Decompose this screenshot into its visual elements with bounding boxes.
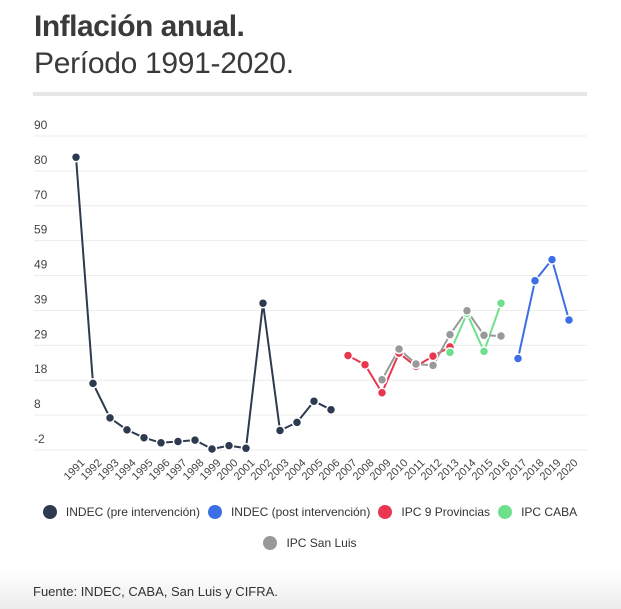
- data-point-ipc-san-luis-2009[interactable]: [376, 374, 388, 385]
- chart-legend: INDEC (pre intervención) INDEC (post inte…: [30, 500, 590, 562]
- data-point-ipc-9-provincias-2008[interactable]: [359, 359, 371, 370]
- data-point-ipc-caba-2016[interactable]: [495, 297, 507, 309]
- data-point-ipc-san-luis-2013[interactable]: [444, 329, 456, 340]
- legend-label: IPC San Luis: [286, 536, 357, 550]
- data-point-indec-pre-intervenci-n-2000[interactable]: [223, 440, 235, 451]
- legend-swatch-icon: [263, 536, 278, 550]
- data-point-indec-pre-intervenci-n-2005[interactable]: [308, 395, 320, 407]
- y-tick-label: 80: [34, 153, 48, 167]
- data-point-ipc-caba-2015[interactable]: [478, 346, 490, 357]
- data-point-indec-pre-intervenci-n-1991[interactable]: [70, 151, 82, 163]
- data-point-indec-pre-intervenci-n-1993[interactable]: [104, 412, 116, 424]
- data-point-indec-pre-intervenci-n-1992[interactable]: [87, 378, 99, 389]
- data-point-indec-post-intervenci-n-2020[interactable]: [563, 314, 575, 326]
- y-tick-label: 90: [34, 118, 48, 132]
- legend-swatch-icon: [42, 505, 57, 519]
- data-point-ipc-9-provincias-2012[interactable]: [427, 350, 439, 362]
- data-point-indec-pre-intervenci-n-1997[interactable]: [172, 436, 184, 447]
- legend-label: INDEC (pre intervención): [65, 505, 200, 519]
- data-point-ipc-san-luis-2016[interactable]: [495, 330, 507, 342]
- line-chart: -2 8 18 29 39 49 59 70 80 90 19911992199319941995…: [34, 118, 587, 483]
- data-point-indec-pre-intervenci-n-2002[interactable]: [257, 297, 269, 309]
- gridlines: [34, 135, 587, 451]
- data-point-ipc-san-luis-2012[interactable]: [427, 360, 439, 371]
- data-point-indec-pre-intervenci-n-1996[interactable]: [155, 437, 167, 449]
- data-point-indec-pre-intervenci-n-2003[interactable]: [274, 425, 286, 436]
- data-point-ipc-san-luis-2010[interactable]: [393, 343, 405, 355]
- y-tick-label: 70: [34, 188, 48, 202]
- series-line-ipc-caba: [449, 302, 502, 353]
- legend-item[interactable]: INDEC (post intervención): [207, 505, 371, 519]
- data-point-ipc-9-provincias-2007[interactable]: [342, 350, 354, 361]
- data-point-indec-post-intervenci-n-2018[interactable]: [529, 275, 541, 286]
- legend-label: INDEC (post intervención): [230, 505, 371, 519]
- data-point-indec-post-intervenci-n-2017[interactable]: [512, 353, 524, 364]
- legend-item[interactable]: INDEC (pre intervención): [42, 505, 200, 519]
- series-line-indec-pre-intervenci-n: [75, 157, 332, 450]
- chart-title: Inflación anual.: [34, 10, 245, 43]
- data-point-indec-pre-intervenci-n-1998[interactable]: [189, 434, 201, 446]
- y-tick-label: 59: [34, 223, 48, 237]
- series-line-indec-post-intervenci-n: [517, 258, 570, 359]
- chart-subtitle: Período 1991-2020.: [34, 47, 294, 80]
- source-note: Fuente: INDEC, CABA, San Luis y CIFRA.: [33, 584, 278, 599]
- legend-swatch-icon: [378, 505, 393, 519]
- y-tick-label: -2: [34, 432, 45, 446]
- legend-label: IPC 9 Provincias: [401, 505, 491, 519]
- legend-row: INDEC (pre intervención) INDEC (post inte…: [30, 500, 590, 524]
- legend-item[interactable]: IPC CABA: [498, 505, 577, 519]
- data-point-indec-pre-intervenci-n-2004[interactable]: [291, 417, 303, 428]
- data-point-ipc-caba-2013[interactable]: [444, 347, 456, 358]
- title-divider: [33, 92, 587, 96]
- legend-label: IPC CABA: [521, 505, 578, 519]
- legend-item[interactable]: IPC 9 Provincias: [378, 505, 490, 519]
- data-point-ipc-san-luis-2014[interactable]: [461, 305, 473, 316]
- data-point-indec-post-intervenci-n-2019[interactable]: [546, 254, 558, 265]
- data-point-ipc-9-provincias-2009[interactable]: [376, 387, 388, 398]
- y-tick-label: 8: [34, 397, 41, 411]
- data-point-indec-pre-intervenci-n-1994[interactable]: [121, 424, 133, 436]
- data-point-ipc-san-luis-2015[interactable]: [478, 330, 490, 341]
- y-tick-label: 49: [34, 258, 48, 272]
- data-point-indec-pre-intervenci-n-1999[interactable]: [206, 443, 218, 455]
- data-point-indec-pre-intervenci-n-2001[interactable]: [240, 443, 252, 454]
- y-tick-label: 29: [34, 327, 48, 341]
- series-points: [70, 151, 575, 455]
- data-point-indec-pre-intervenci-n-2006[interactable]: [325, 404, 337, 415]
- data-point-indec-pre-intervenci-n-1995[interactable]: [138, 432, 150, 443]
- legend-swatch-icon: [207, 505, 222, 519]
- data-point-ipc-san-luis-2011[interactable]: [410, 358, 422, 370]
- y-axis-labels: -2 8 18 29 39 49 59 70 80 90: [34, 118, 48, 446]
- legend-row: IPC San Luis: [30, 531, 590, 555]
- series-lines: [75, 157, 570, 450]
- y-tick-label: 39: [34, 292, 48, 306]
- legend-item[interactable]: IPC San Luis: [263, 536, 357, 550]
- y-tick-label: 18: [34, 362, 48, 376]
- legend-swatch-icon: [498, 505, 513, 519]
- x-axis-labels: 1991199219931994199519961997199819992000…: [62, 457, 581, 483]
- footer: Fuente: INDEC, CABA, San Luis y CIFRA.: [0, 570, 621, 609]
